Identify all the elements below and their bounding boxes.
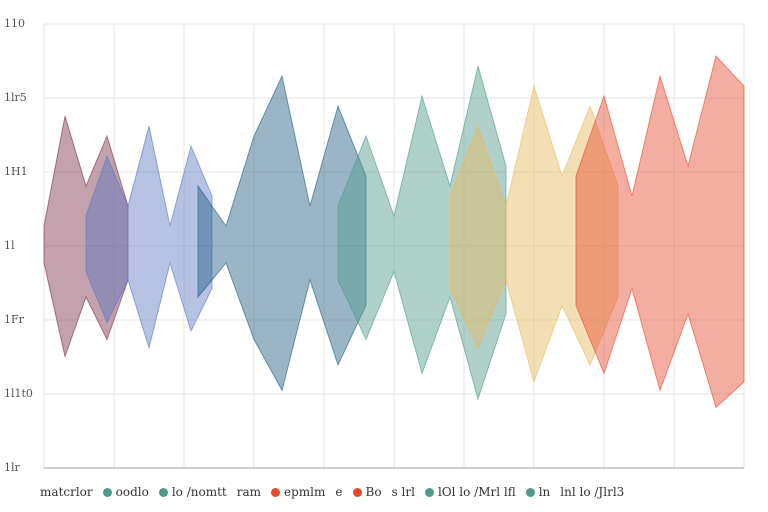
legend-swatch	[525, 487, 535, 497]
series-layer	[43, 55, 745, 409]
legend-label: e	[335, 485, 343, 499]
series-area-2	[197, 74, 367, 392]
legend-label: lo /nomtt	[171, 485, 227, 499]
legend: matcrlor oodlo lo /nomtt ram epmlm e Bo s lrl lO…	[40, 480, 760, 504]
legend-label: lOl lo /Mrl lfl	[437, 485, 516, 499]
legend-label: s lrl	[391, 485, 415, 499]
legend-label: matcrlor	[40, 485, 93, 499]
legend-item: oodlo	[102, 485, 149, 499]
legend-label: oodlo	[115, 485, 149, 499]
legend-item: lOl lo /Mrl lfl	[424, 485, 516, 499]
legend-item: matcrlor	[40, 485, 93, 499]
legend-item: s lrl	[392, 485, 415, 499]
legend-label: Bo	[365, 485, 382, 499]
y-tick-label: 110	[4, 17, 25, 30]
legend-item: ln	[525, 485, 551, 499]
legend-label: epmlm	[284, 485, 326, 499]
legend-swatch	[271, 487, 281, 497]
y-tick-label: 1l1t0	[4, 387, 33, 400]
y-tick-label: 1l	[4, 239, 15, 252]
legend-item: epmlm	[271, 485, 325, 499]
legend-item: lnl lo /Jlrl3	[560, 485, 624, 499]
y-tick-label: 1lr	[4, 461, 20, 474]
series-area-1	[85, 125, 213, 350]
legend-swatch	[424, 487, 434, 497]
legend-label: ram	[236, 485, 262, 499]
y-tick-label: 1H1	[4, 165, 28, 178]
legend-item: e	[335, 485, 342, 499]
series-area-3	[337, 66, 507, 401]
series-area-4	[449, 84, 619, 384]
legend-label: lnl lo /Jlrl3	[560, 485, 625, 499]
series-area-5	[575, 55, 745, 409]
legend-item: lo /nomtt	[158, 485, 227, 499]
y-tick-label: 1lr5	[4, 91, 27, 104]
legend-item: Bo	[352, 485, 382, 499]
legend-label: ln	[538, 485, 551, 499]
legend-swatch	[102, 487, 112, 497]
legend-swatch	[352, 487, 362, 497]
y-tick-label: 1Fr	[4, 313, 24, 326]
legend-swatch	[158, 487, 168, 497]
legend-item: ram	[237, 485, 261, 499]
